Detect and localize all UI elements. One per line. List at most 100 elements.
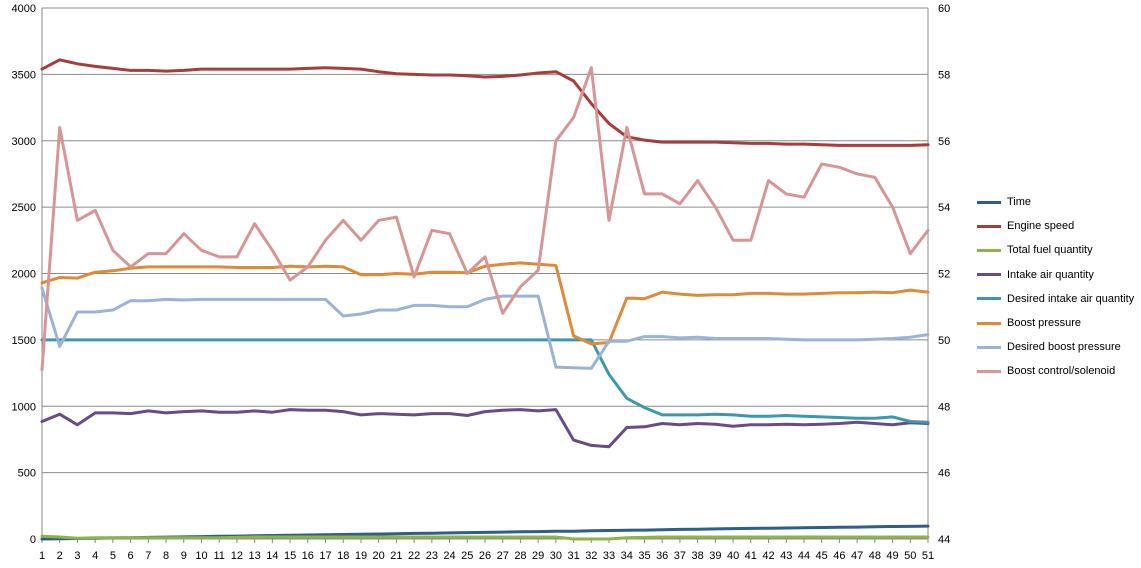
x-tick-label: 15 <box>284 550 296 562</box>
y2-tick-label: 44 <box>938 534 950 546</box>
legend-label: Intake air quantity <box>1007 268 1094 281</box>
x-axis: 1 2 3 4 5 6 7 8 9 10 11 12 13 14 15 16 17 18 19 20 21 22 23 24 2… <box>39 539 934 562</box>
x-tick-label: 4 <box>92 550 98 562</box>
x-tick-label: 12 <box>231 550 243 562</box>
x-tick-label: 11 <box>213 550 224 562</box>
y2-tick-label: 60 <box>938 3 950 15</box>
x-tick-label: 39 <box>709 550 721 562</box>
y2-tick-label: 56 <box>938 136 950 148</box>
x-tick-label: 49 <box>886 550 898 562</box>
x-tick-label: 51 <box>922 550 934 562</box>
x-tick-label: 43 <box>780 550 792 562</box>
x-tick-label: 44 <box>798 550 810 562</box>
x-tick-label: 32 <box>585 550 597 562</box>
x-tick-label: 6 <box>128 550 134 562</box>
x-tick-label: 16 <box>302 550 314 562</box>
y2-tick-label: 50 <box>938 335 950 347</box>
y-axis-left: 0 500 1000 1500 2000 2500 3000 3500 4000 <box>12 3 36 546</box>
legend-swatch <box>977 248 1001 252</box>
plot-series <box>40 58 930 541</box>
legend-item: Intake air quantity <box>977 263 1141 287</box>
x-tick-label: 8 <box>163 550 169 562</box>
y2-tick-label: 46 <box>938 468 950 480</box>
legend-swatch <box>977 273 1001 277</box>
x-tick-label: 25 <box>461 550 473 562</box>
legend-swatch <box>977 369 1001 373</box>
legend-swatch <box>977 321 1001 325</box>
x-tick-label: 5 <box>110 550 116 562</box>
legend-item: Desired boost pressure <box>977 335 1141 359</box>
x-tick-label: 50 <box>904 550 916 562</box>
y-tick-label: 2500 <box>12 202 36 214</box>
x-tick-label: 1 <box>39 550 45 562</box>
x-tick-label: 42 <box>762 550 774 562</box>
gridlines <box>41 7 929 540</box>
x-tick-label: 34 <box>621 550 633 562</box>
x-tick-label: 3 <box>74 550 80 562</box>
x-tick-label: 17 <box>319 550 331 562</box>
legend-swatch <box>977 297 1001 301</box>
x-tick-label: 14 <box>266 550 278 562</box>
x-tick-label: 23 <box>426 550 438 562</box>
legend-item: Time <box>977 190 1141 214</box>
legend-label: Boost control/solenoid <box>1007 365 1116 378</box>
x-tick-label: 45 <box>816 550 828 562</box>
x-tick-label: 28 <box>514 550 526 562</box>
x-tick-label: 10 <box>195 550 207 562</box>
series-line-total-fuel-quantity <box>40 534 930 541</box>
legend-item: Boost pressure <box>977 311 1141 335</box>
series-line-engine-speed <box>40 58 930 147</box>
y-tick-label: 0 <box>30 534 36 546</box>
x-tick-label: 9 <box>181 550 187 562</box>
y2-tick-label: 58 <box>938 69 950 81</box>
series-line-desired-boost-pressure <box>40 286 930 370</box>
x-tick-label: 46 <box>833 550 845 562</box>
x-tick-label: 19 <box>355 550 367 562</box>
y-tick-label: 500 <box>18 468 36 480</box>
series-line-boost-pressure <box>40 261 930 346</box>
legend-swatch <box>977 345 1001 349</box>
legend: Time Engine speed Total fuel quantity Intak… <box>977 190 1141 384</box>
x-tick-label: 31 <box>567 550 579 562</box>
x-tick-label: 29 <box>532 550 544 562</box>
legend-item: Desired intake air quantity <box>977 287 1141 311</box>
x-tick-label: 41 <box>745 550 757 562</box>
y-tick-label: 2000 <box>12 269 36 281</box>
y-tick-label: 1000 <box>12 401 36 413</box>
series-line-desired-intake-air-quantity <box>40 338 930 424</box>
y2-tick-label: 54 <box>938 202 950 214</box>
y2-tick-label: 48 <box>938 401 950 413</box>
legend-swatch <box>977 224 1001 228</box>
x-tick-label: 20 <box>373 550 385 562</box>
x-tick-label: 13 <box>249 550 261 562</box>
legend-label: Desired boost pressure <box>1007 341 1121 354</box>
y2-tick-label: 52 <box>938 269 950 281</box>
x-tick-label: 36 <box>656 550 668 562</box>
y-axis-right: 44 46 48 50 52 54 56 58 60 <box>938 3 950 546</box>
x-tick-label: 21 <box>390 550 402 562</box>
x-tick-label: 26 <box>479 550 491 562</box>
x-tick-label: 2 <box>57 550 63 562</box>
y-tick-label: 3000 <box>12 136 36 148</box>
x-tick-label: 18 <box>337 550 349 562</box>
series-line-boost-control-solenoid <box>40 66 930 372</box>
legend-item: Boost control/solenoid <box>977 359 1141 383</box>
legend-label: Engine speed <box>1007 220 1075 233</box>
legend-label: Desired intake air quantity <box>1007 292 1135 305</box>
x-tick-label: 30 <box>550 550 562 562</box>
legend-label: Time <box>1007 196 1032 209</box>
x-tick-label: 40 <box>727 550 739 562</box>
x-tick-label: 38 <box>692 550 704 562</box>
legend-swatch <box>977 200 1001 204</box>
x-tick-label: 27 <box>497 550 509 562</box>
x-tick-label: 24 <box>443 550 455 562</box>
x-tick-label: 33 <box>603 550 615 562</box>
x-tick-label: 22 <box>408 550 420 562</box>
series-line-intake-air-quantity <box>40 408 930 449</box>
x-tick-label: 37 <box>674 550 686 562</box>
y-tick-label: 1500 <box>12 335 36 347</box>
x-tick-label: 7 <box>145 550 151 562</box>
x-tick-label: 35 <box>638 550 650 562</box>
legend-item: Engine speed <box>977 214 1141 238</box>
